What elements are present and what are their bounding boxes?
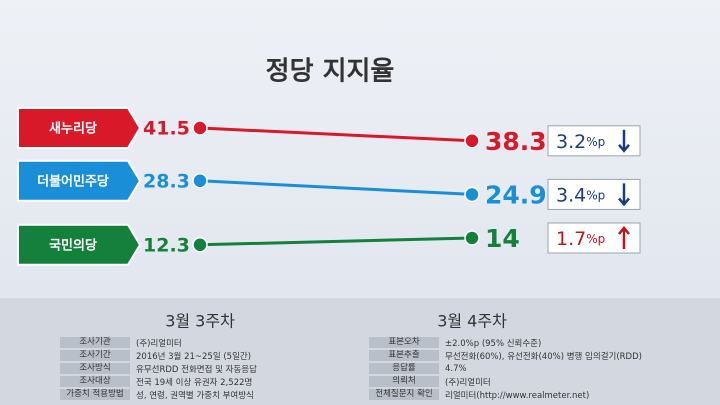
survey-key: 표본추출 (369, 350, 439, 361)
series-line (199, 236, 473, 247)
survey-value: 4.7% (445, 363, 467, 374)
change-value: 3.2 (556, 130, 586, 152)
survey-value: 유무선RDD 전화면접 및 자동응답 (136, 364, 257, 375)
series-line (199, 179, 473, 196)
survey-key: 조사방식 (60, 363, 130, 374)
survey-value: (주)리얼미터 (445, 377, 491, 388)
survey-value: (주)리얼미터 (136, 338, 182, 349)
change-arrow (618, 183, 630, 207)
point (464, 133, 480, 149)
party-label-box (17, 159, 142, 202)
value-label: 12.3 (143, 234, 190, 256)
legend-label: 새누리당 (49, 121, 97, 137)
point (192, 173, 208, 189)
survey-column: 표본오차 ±2.0%p (95% 신뢰수준) 표본추출 무선전화(60%), 유선전화… (369, 336, 660, 402)
change-unit: %p (586, 134, 605, 148)
survey-row: 조사기관 (주)리얼미터 (60, 336, 351, 349)
survey-key: 응답률 (369, 363, 439, 374)
series-line (199, 126, 473, 143)
change-unit: %p (586, 188, 605, 202)
point (192, 237, 208, 253)
point (464, 186, 480, 203)
survey-value: ±2.0%p (95% 신뢰수준) (445, 338, 542, 349)
chart-title: 정당 지지율 (266, 57, 395, 87)
survey-value: 성, 연령, 권역별 가중치 부여방식 (136, 390, 254, 401)
change-label: 1.7%p (556, 228, 605, 250)
value-label: 14 (485, 224, 520, 253)
survey-row: 응답률 4.7% (369, 362, 660, 375)
legend-label: 더불어민주당 (37, 173, 109, 189)
survey-info: 조사기관 (주)리얼미터 조사기간 2016년 3월 21~25일 (5일간) 조사방식… (60, 336, 660, 402)
legend-label: 국민의당 (49, 237, 97, 253)
value-label: 41.5 (143, 118, 190, 140)
change-value: 3.4 (556, 184, 586, 206)
survey-row: 가중치 적용방법 성, 연령, 권역별 가중치 부여방식 (60, 388, 351, 401)
survey-key: 표본오차 (369, 337, 439, 348)
party-label-box (17, 107, 142, 149)
point (192, 120, 208, 136)
change-value: 1.7 (556, 228, 586, 250)
point (464, 230, 480, 246)
party-label-box (17, 223, 142, 266)
change-label: 3.4%p (556, 184, 605, 206)
survey-row: 조사방식 유무선RDD 전화면접 및 자동응답 (60, 362, 351, 375)
value-label: 38.3 (485, 127, 547, 156)
survey-row: 표본추출 무선전화(60%), 유선전화(40%) 병행 임의걸기(RDD) (369, 349, 660, 362)
x-tick-label: 3월 3주차 (165, 312, 235, 331)
change-unit: %p (586, 232, 605, 246)
survey-row: 전체질문지 확인 리얼미터(http://www.realmeter.net) (369, 388, 660, 401)
survey-key: 조사대상 (60, 376, 130, 387)
survey-key: 가중치 적용방법 (60, 389, 130, 400)
survey-value: 전국 19세 이상 유권자 2,522명 (136, 377, 253, 388)
survey-key: 조사기간 (60, 350, 130, 361)
survey-value: 2016년 3월 21~25일 (5일간) (136, 351, 252, 362)
x-tick-label: 3월 4주차 (437, 312, 507, 331)
value-label: 24.9 (485, 180, 547, 209)
survey-value: 무선전화(60%), 유선전화(40%) 병행 임의걸기(RDD) (445, 351, 642, 362)
change-label: 3.2%p (556, 130, 605, 152)
change-arrow (618, 226, 630, 249)
survey-key: 조사기관 (60, 337, 130, 348)
survey-key: 의뢰처 (369, 376, 439, 387)
survey-row: 의뢰처 (주)리얼미터 (369, 375, 660, 388)
survey-column: 조사기관 (주)리얼미터 조사기간 2016년 3월 21~25일 (5일간) 조사방식… (60, 336, 351, 402)
survey-key: 전체질문지 확인 (369, 389, 439, 400)
survey-row: 표본오차 ±2.0%p (95% 신뢰수준) (369, 336, 660, 349)
survey-row: 조사대상 전국 19세 이상 유권자 2,522명 (60, 375, 351, 388)
survey-row: 조사기간 2016년 3월 21~25일 (5일간) (60, 349, 351, 362)
value-label: 28.3 (143, 170, 190, 192)
change-arrow (618, 129, 630, 153)
survey-value: 리얼미터(http://www.realmeter.net) (445, 390, 590, 401)
